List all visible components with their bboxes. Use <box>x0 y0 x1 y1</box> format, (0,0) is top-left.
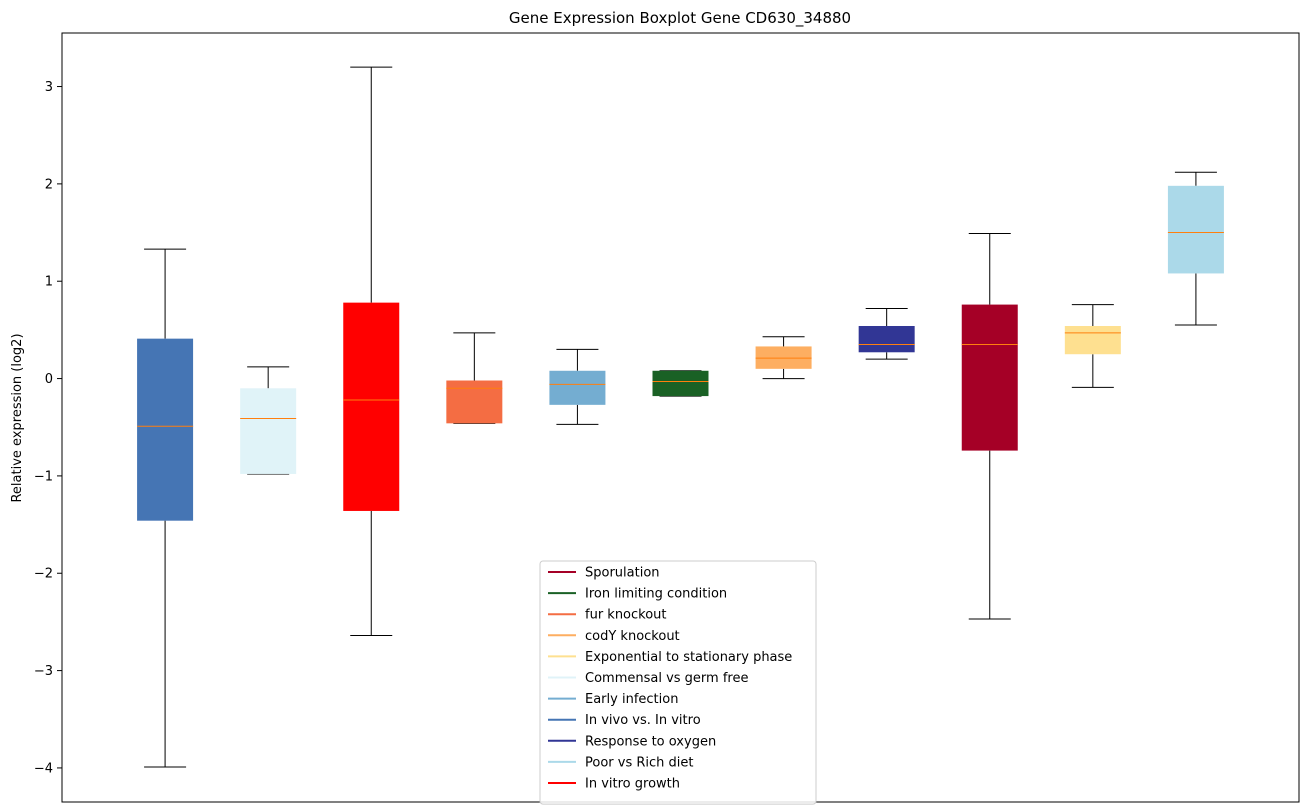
legend-item: Commensal vs germ free <box>548 671 748 686</box>
box-9 <box>961 233 1018 620</box>
y-tick-label: 3 <box>45 80 53 95</box>
legend-label: Response to oxygen <box>585 734 716 749</box>
box-3 <box>343 66 400 637</box>
box-body <box>240 388 297 474</box>
legend-item: fur knockout <box>548 608 667 623</box>
legend-label: In vitro growth <box>585 777 680 792</box>
chart-title: Gene Expression Boxplot Gene CD630_34880 <box>509 9 851 28</box>
legend-label: In vivo vs. In vitro <box>585 713 701 728</box>
box-4 <box>446 332 503 424</box>
y-tick-label: 0 <box>45 372 53 387</box>
y-axis-ticks: −4 −3 −2 −1 0 1 2 3 <box>34 80 62 776</box>
legend-label: Iron limiting condition <box>585 587 727 602</box>
legend-item: Sporulation <box>548 566 660 581</box>
legend-item: Poor vs Rich diet <box>548 755 693 770</box>
legend-item: Early infection <box>548 692 678 707</box>
legend-item: Iron limiting condition <box>548 587 727 602</box>
legend-label: Exponential to stationary phase <box>585 650 792 665</box>
legend-label: Commensal vs germ free <box>585 671 748 686</box>
legend-label: codY knockout <box>585 629 680 644</box>
legend-item: In vitro growth <box>548 777 680 792</box>
boxes-group <box>137 66 1224 768</box>
box-body <box>652 370 709 397</box>
box-2 <box>240 366 297 475</box>
y-tick-label: −1 <box>34 469 53 484</box>
box-8 <box>858 307 915 360</box>
box-11 <box>1167 171 1224 326</box>
box-10 <box>1064 304 1121 388</box>
legend-item: Response to oxygen <box>548 734 716 749</box>
y-tick-label: −2 <box>34 567 53 582</box>
legend-label: Sporulation <box>585 566 660 581</box>
y-tick-label: −3 <box>34 664 53 679</box>
legend-item: Exponential to stationary phase <box>548 650 792 665</box>
y-tick-label: 2 <box>45 177 53 192</box>
legend: Sporulation Iron limiting condition fur kn… <box>539 560 817 805</box>
box-5 <box>549 348 606 425</box>
box-1 <box>137 248 194 768</box>
box-body <box>137 338 194 521</box>
legend-label: fur knockout <box>585 608 667 623</box>
box-body <box>343 302 400 511</box>
box-body <box>1167 185 1224 274</box>
legend-item: In vivo vs. In vitro <box>548 713 701 728</box>
box-body <box>446 380 503 424</box>
legend-frame <box>539 560 817 805</box>
box-7 <box>755 336 812 380</box>
box-6 <box>652 370 709 397</box>
box-body <box>549 370 606 405</box>
box-body <box>1064 325 1121 355</box>
y-tick-label: 1 <box>45 275 53 290</box>
legend-label: Poor vs Rich diet <box>585 755 693 770</box>
legend-item: codY knockout <box>548 629 680 644</box>
box-body <box>858 325 915 353</box>
box-body <box>961 304 1018 451</box>
y-axis-label: Relative expression (log2) <box>10 333 25 502</box>
y-tick-label: −4 <box>34 761 53 776</box>
legend-label: Early infection <box>585 692 678 707</box>
